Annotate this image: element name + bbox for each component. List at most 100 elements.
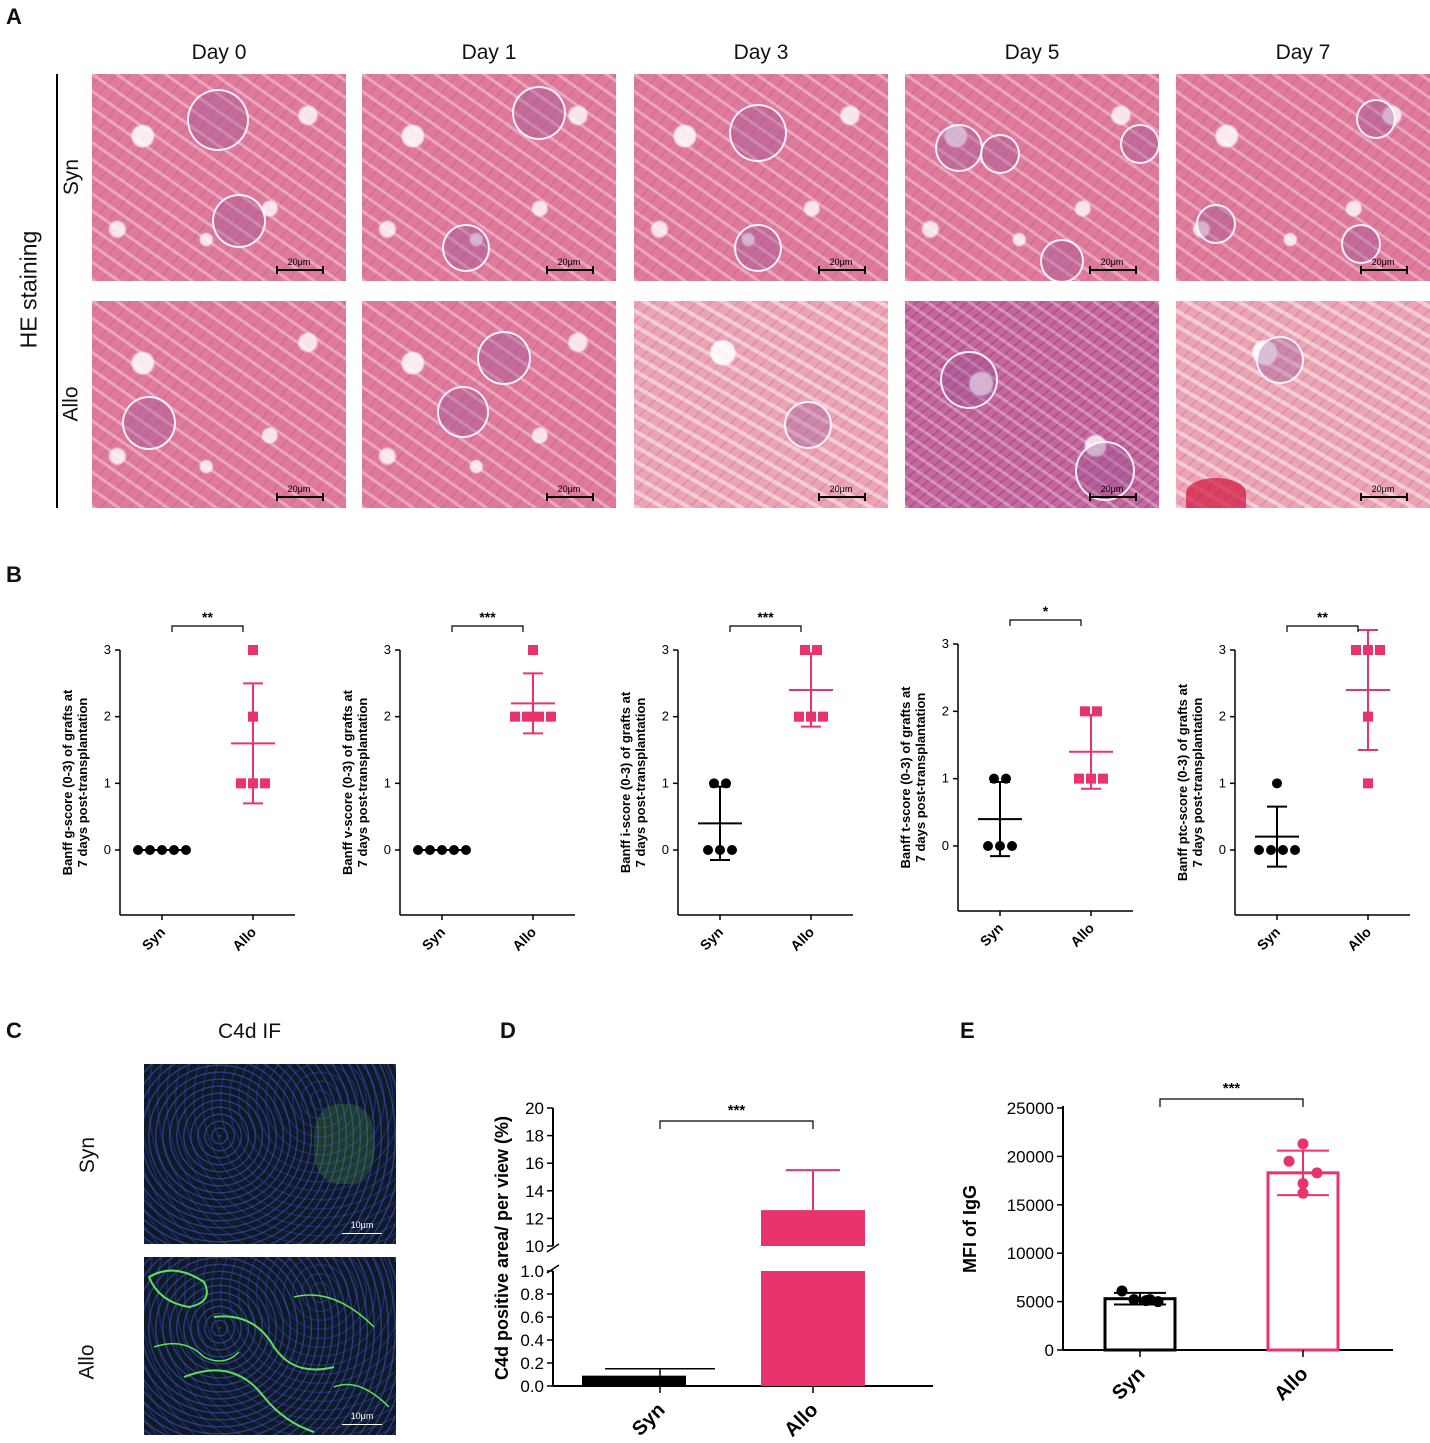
- y-axis-label: Banff t-score (0-3) of grafts at7 days p…: [898, 686, 928, 869]
- significance-label: ***: [728, 1102, 746, 1119]
- bar-allo: [761, 1271, 865, 1386]
- scale-bar: 10μm: [342, 1220, 382, 1234]
- y-tick-label: 20: [525, 1099, 544, 1118]
- y-tick-label: 0: [1219, 842, 1226, 857]
- x-tick-label: Allo: [1067, 920, 1097, 950]
- data-point-syn: [1278, 845, 1288, 855]
- panel-b-charts: 0 1 2 3 Syn Allo Banff g-score (0-3) of grafts…: [60, 603, 1410, 954]
- data-point-syn: [461, 845, 471, 855]
- data-point-allo: [236, 778, 246, 789]
- data-point-allo: [1297, 1178, 1309, 1190]
- y-tick-label: 0.4: [520, 1331, 544, 1350]
- significance-label: ***: [1223, 1080, 1241, 1097]
- data-point-allo: [510, 711, 520, 722]
- row-label-allo: Allo: [59, 386, 83, 422]
- bar-syn: [582, 1375, 686, 1386]
- y-axis-label: MFI of IgG: [960, 1185, 980, 1273]
- y-tick-label: 2: [1219, 709, 1226, 724]
- col-head-day-0: Day 0: [191, 41, 247, 64]
- panel-letter-d: D: [500, 1018, 516, 1043]
- c-row-label-syn: Syn: [76, 1136, 100, 1174]
- x-tick-label: Allo: [1344, 924, 1374, 954]
- data-point-allo: [534, 711, 544, 722]
- y-tick-label: 1: [662, 775, 669, 790]
- y-axis-label-line: 7 days post-transplantation: [355, 698, 370, 868]
- data-point-allo: [1074, 773, 1084, 784]
- y-tick-label: 25000: [1007, 1099, 1054, 1118]
- x-tick-label: Syn: [628, 1399, 669, 1440]
- y-tick-label: 10: [525, 1237, 544, 1256]
- data-point-allo: [260, 778, 270, 789]
- y-axis-label-line: 7 days post-transplantation: [75, 698, 90, 868]
- y-tick-label: 1: [384, 775, 391, 790]
- y-tick-label: 10000: [1007, 1244, 1054, 1263]
- y-axis-label: Banff ptc-score (0-3) of grafts at7 days…: [1175, 683, 1205, 881]
- chart-banff-v-score: 0 1 2 3 Syn Allo Banff v-score (0-3) of grafts…: [340, 609, 575, 954]
- significance-label: ***: [479, 609, 496, 625]
- y-tick-label: 16: [525, 1154, 544, 1173]
- data-point-allo: [1297, 1187, 1309, 1199]
- chart-mfi-of-igg: 0 5000 10000 15000 20000 25000 MFI of IgG Syn Al…: [960, 1080, 1393, 1405]
- x-tick-label: Allo: [229, 924, 259, 954]
- micrograph-syn-day-3: 20μm: [634, 74, 888, 281]
- scale-bar: 20μm: [276, 257, 324, 274]
- x-tick-label: Syn: [139, 924, 168, 953]
- micrograph-allo-day-0: 20μm: [92, 301, 346, 508]
- c4d-if-title: C4d IF: [218, 1020, 282, 1043]
- x-tick-label: Syn: [1254, 924, 1283, 953]
- data-point-syn: [1272, 778, 1282, 789]
- y-tick-label: 0: [662, 842, 669, 857]
- data-point-allo: [794, 711, 804, 722]
- data-point-syn: [1254, 845, 1264, 855]
- chart-banff-i-score: 0 1 2 3 Syn Allo Banff i-score (0-3) of grafts…: [618, 609, 853, 954]
- data-point-syn: [1290, 845, 1300, 855]
- bar-allo: [1266, 1171, 1340, 1352]
- chart-banff-t-score: 0 1 2 3 Syn Allo Banff t-score (0-3) of grafts…: [898, 603, 1133, 950]
- y-tick-label: 1: [942, 771, 949, 786]
- col-head-day-5: Day 5: [1004, 41, 1060, 64]
- x-tick-label: Allo: [787, 924, 817, 954]
- data-point-allo: [800, 645, 810, 655]
- panel-letter-b: B: [6, 562, 22, 587]
- c4d-staining-pattern: [147, 1269, 390, 1433]
- data-point-syn: [983, 841, 993, 851]
- significance-bracket: [1286, 625, 1359, 632]
- micrograph-syn-day-1: 20μm: [362, 74, 616, 281]
- scale-bar: 20μm: [276, 484, 324, 501]
- x-tick-label: Allo: [509, 924, 539, 954]
- y-axis-label-line: Banff t-score (0-3) of grafts at: [898, 686, 913, 869]
- data-point-allo: [1297, 1138, 1309, 1150]
- panel-letter-e: E: [960, 1018, 975, 1043]
- y-tick-label: 0: [104, 842, 111, 857]
- micrograph-syn-day-0: 20μm: [92, 74, 346, 281]
- y-tick-label: 0: [384, 842, 391, 857]
- data-point-syn: [1116, 1285, 1128, 1297]
- data-point-allo: [1098, 773, 1108, 784]
- panel-letter-c: C: [6, 1018, 22, 1043]
- y-tick-label: 0: [1045, 1341, 1054, 1360]
- y-axis-label: C4d positive area/ per view (%): [492, 1116, 512, 1380]
- y-axis-label-line: Banff ptc-score (0-3) of grafts at: [1175, 683, 1190, 881]
- chart-c4d-positive-area: 10 12 14 16 18 20 0.0 0.2 0.4 0.6 0.8 1.0 C4d positi…: [492, 1099, 933, 1441]
- significance-bracket: [1009, 619, 1082, 626]
- micrograph-allo-day-7: 20μm: [1176, 301, 1430, 508]
- y-tick-label: 20000: [1007, 1147, 1054, 1166]
- y-tick-label: 0: [942, 838, 949, 853]
- significance-bracket: [171, 625, 244, 632]
- scale-bar: 20μm: [818, 257, 866, 274]
- y-tick-label: 1: [104, 775, 111, 790]
- y-axis-label: Banff v-score (0-3) of grafts at7 days p…: [340, 689, 370, 875]
- significance-label: ***: [757, 609, 774, 625]
- significance-bracket: [729, 625, 802, 632]
- panel-letter-a: A: [6, 4, 22, 29]
- data-point-allo: [522, 711, 532, 722]
- significance-bracket: [1159, 1098, 1304, 1107]
- bar-syn: [1103, 1297, 1177, 1352]
- data-point-allo: [812, 645, 822, 655]
- micrograph-allo-day-1: 20μm: [362, 301, 616, 508]
- scale-bar: 20μm: [1089, 484, 1137, 501]
- y-axis-label: Banff i-score (0-3) of grafts at7 days p…: [618, 691, 648, 873]
- data-point-syn: [133, 845, 143, 855]
- micrograph-allo-day-3: 20μm: [634, 301, 888, 508]
- scale-bar: 20μm: [1360, 257, 1408, 274]
